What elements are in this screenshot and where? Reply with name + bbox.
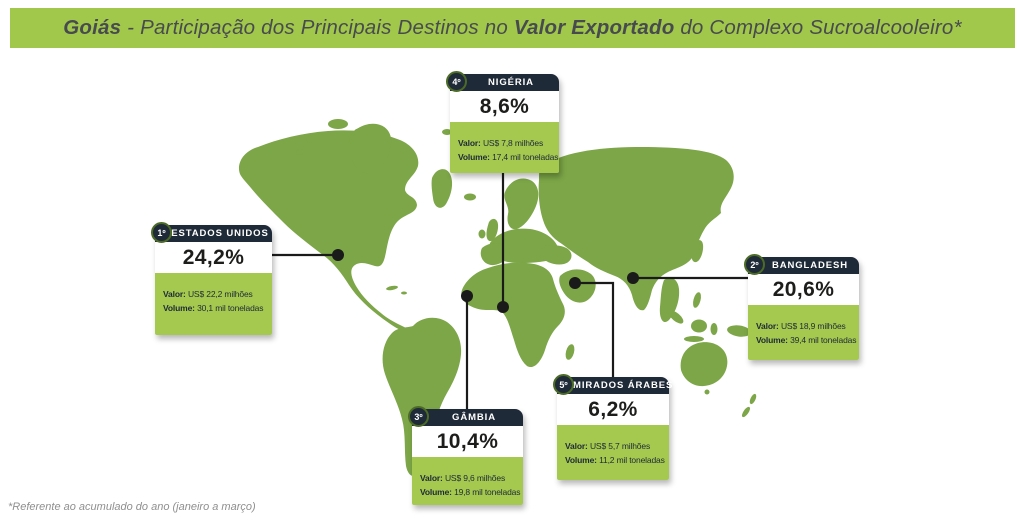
tasmania <box>704 389 710 395</box>
title-emphasis: Valor Exportado <box>513 16 675 39</box>
new-zealand-north <box>749 393 757 405</box>
volume-line: Volume: 19,8 mil toneladas <box>420 487 521 497</box>
country-name: ESTADOS UNIDOS <box>155 225 272 242</box>
volume-line: Volume: 11,2 mil toneladas <box>565 455 665 465</box>
arctic-islands <box>328 119 348 129</box>
country-name: EMIRADOS ÁRABES <box>557 377 672 394</box>
map-pin-estados-unidos <box>332 249 344 261</box>
map-pin-gambia <box>461 290 473 302</box>
philippines <box>693 292 701 308</box>
share-percent: 8,6% <box>450 91 559 122</box>
rank-label: 4º <box>452 76 461 87</box>
country-name: NIGÉRIA <box>450 74 559 91</box>
valor-line: Valor: US$ 5,7 milhões <box>565 441 651 451</box>
card-stats: Valor: US$ 18,9 milhões Volume: 39,4 mil… <box>748 305 859 360</box>
connector-emirados-arabes <box>569 277 615 377</box>
destination-card-emirados-arabes: 5º EMIRADOS ÁRABES 6,2% Valor: US$ 5,7 m… <box>553 374 672 480</box>
map-pin-emirados-arabes <box>569 277 581 289</box>
new-guinea <box>727 325 751 337</box>
country-name: BANGLADESH <box>748 257 859 274</box>
share-percent: 20,6% <box>748 274 859 305</box>
new-zealand-south <box>741 406 751 418</box>
iberia <box>480 243 510 266</box>
rank-label: 1º <box>157 227 166 238</box>
anatolia <box>540 245 572 265</box>
title-tail: do Complexo Sucroalcooleiro* <box>674 16 962 39</box>
great-britain <box>486 218 499 242</box>
share-percent: 24,2% <box>155 242 272 273</box>
borneo <box>691 319 707 333</box>
rank-badge: 1º <box>151 222 172 243</box>
country-name: GÂMBIA <box>412 409 523 426</box>
destination-card-gambia: 3º GÂMBIA 10,4% Valor: US$ 9,6 milhões V… <box>408 406 523 505</box>
destination-card-bangladesh: 2º BANGLADESH 20,6% Valor: US$ 18,9 milh… <box>744 254 859 360</box>
title-mid: - Participação dos Principais Destinos n… <box>127 16 514 39</box>
australia <box>680 342 728 387</box>
footnote: *Referente ao acumulado do ano (janeiro … <box>8 501 256 513</box>
rank-label: 2º <box>750 259 759 270</box>
card-stats: Valor: US$ 5,7 milhões Volume: 11,2 mil … <box>557 425 669 480</box>
volume-line: Volume: 30,1 mil toneladas <box>163 303 264 313</box>
card-stats: Valor: US$ 22,2 milhões Volume: 30,1 mil… <box>155 273 272 335</box>
title-region: Goiás <box>63 16 128 39</box>
continent-asia <box>538 147 734 311</box>
page-title: Goiás - Participação dos Principais Dest… <box>10 8 1015 48</box>
greenland-east <box>431 169 453 208</box>
share-percent: 10,4% <box>412 426 523 457</box>
volume-line: Volume: 17,4 mil toneladas <box>458 152 559 162</box>
valor-line: Valor: US$ 22,2 milhões <box>163 289 253 299</box>
rank-label: 5º <box>559 379 568 390</box>
sulawesi <box>710 323 718 335</box>
map-pin-bangladesh <box>627 272 639 284</box>
continent-north-america <box>238 130 419 334</box>
rank-badge: 2º <box>744 254 765 275</box>
greenland <box>348 123 392 174</box>
iceland <box>464 193 476 201</box>
arctic-islands <box>296 149 308 155</box>
ireland <box>478 229 486 239</box>
connector-estados-unidos <box>272 249 344 261</box>
java <box>684 336 704 342</box>
destination-card-nigeria: 4º NIGÉRIA 8,6% Valor: US$ 7,8 milhões V… <box>446 71 559 173</box>
valor-line: Valor: US$ 9,6 milhões <box>420 473 506 483</box>
rank-badge: 3º <box>408 406 429 427</box>
card-stats: Valor: US$ 9,6 milhões Volume: 19,8 mil … <box>412 457 523 505</box>
rank-badge: 5º <box>553 374 574 395</box>
sumatra <box>668 310 684 324</box>
connector-nigeria <box>497 173 509 313</box>
valor-line: Valor: US$ 7,8 milhões <box>458 138 544 148</box>
valor-line: Valor: US$ 18,9 milhões <box>756 321 846 331</box>
connector-gambia <box>461 290 473 409</box>
connector-bangladesh <box>627 272 748 284</box>
continents <box>238 119 757 477</box>
rank-label: 3º <box>414 411 423 422</box>
rank-badge: 4º <box>446 71 467 92</box>
continent-africa <box>461 262 565 368</box>
caribbean-island <box>401 291 407 295</box>
arctic-islands <box>306 133 324 143</box>
madagascar <box>565 344 575 360</box>
map-pin-nigeria <box>497 301 509 313</box>
indochina <box>659 277 680 323</box>
continent-south-america <box>382 317 462 477</box>
destination-card-estados-unidos: 1º ESTADOS UNIDOS 24,2% Valor: US$ 22,2 … <box>151 222 272 335</box>
share-percent: 6,2% <box>557 394 669 425</box>
svalbard <box>442 129 452 135</box>
japan <box>691 240 704 263</box>
scandinavia <box>504 178 539 230</box>
card-stats: Valor: US$ 7,8 milhões Volume: 17,4 mil … <box>450 122 559 173</box>
cuba <box>386 285 398 291</box>
volume-line: Volume: 39,4 mil toneladas <box>756 335 857 345</box>
